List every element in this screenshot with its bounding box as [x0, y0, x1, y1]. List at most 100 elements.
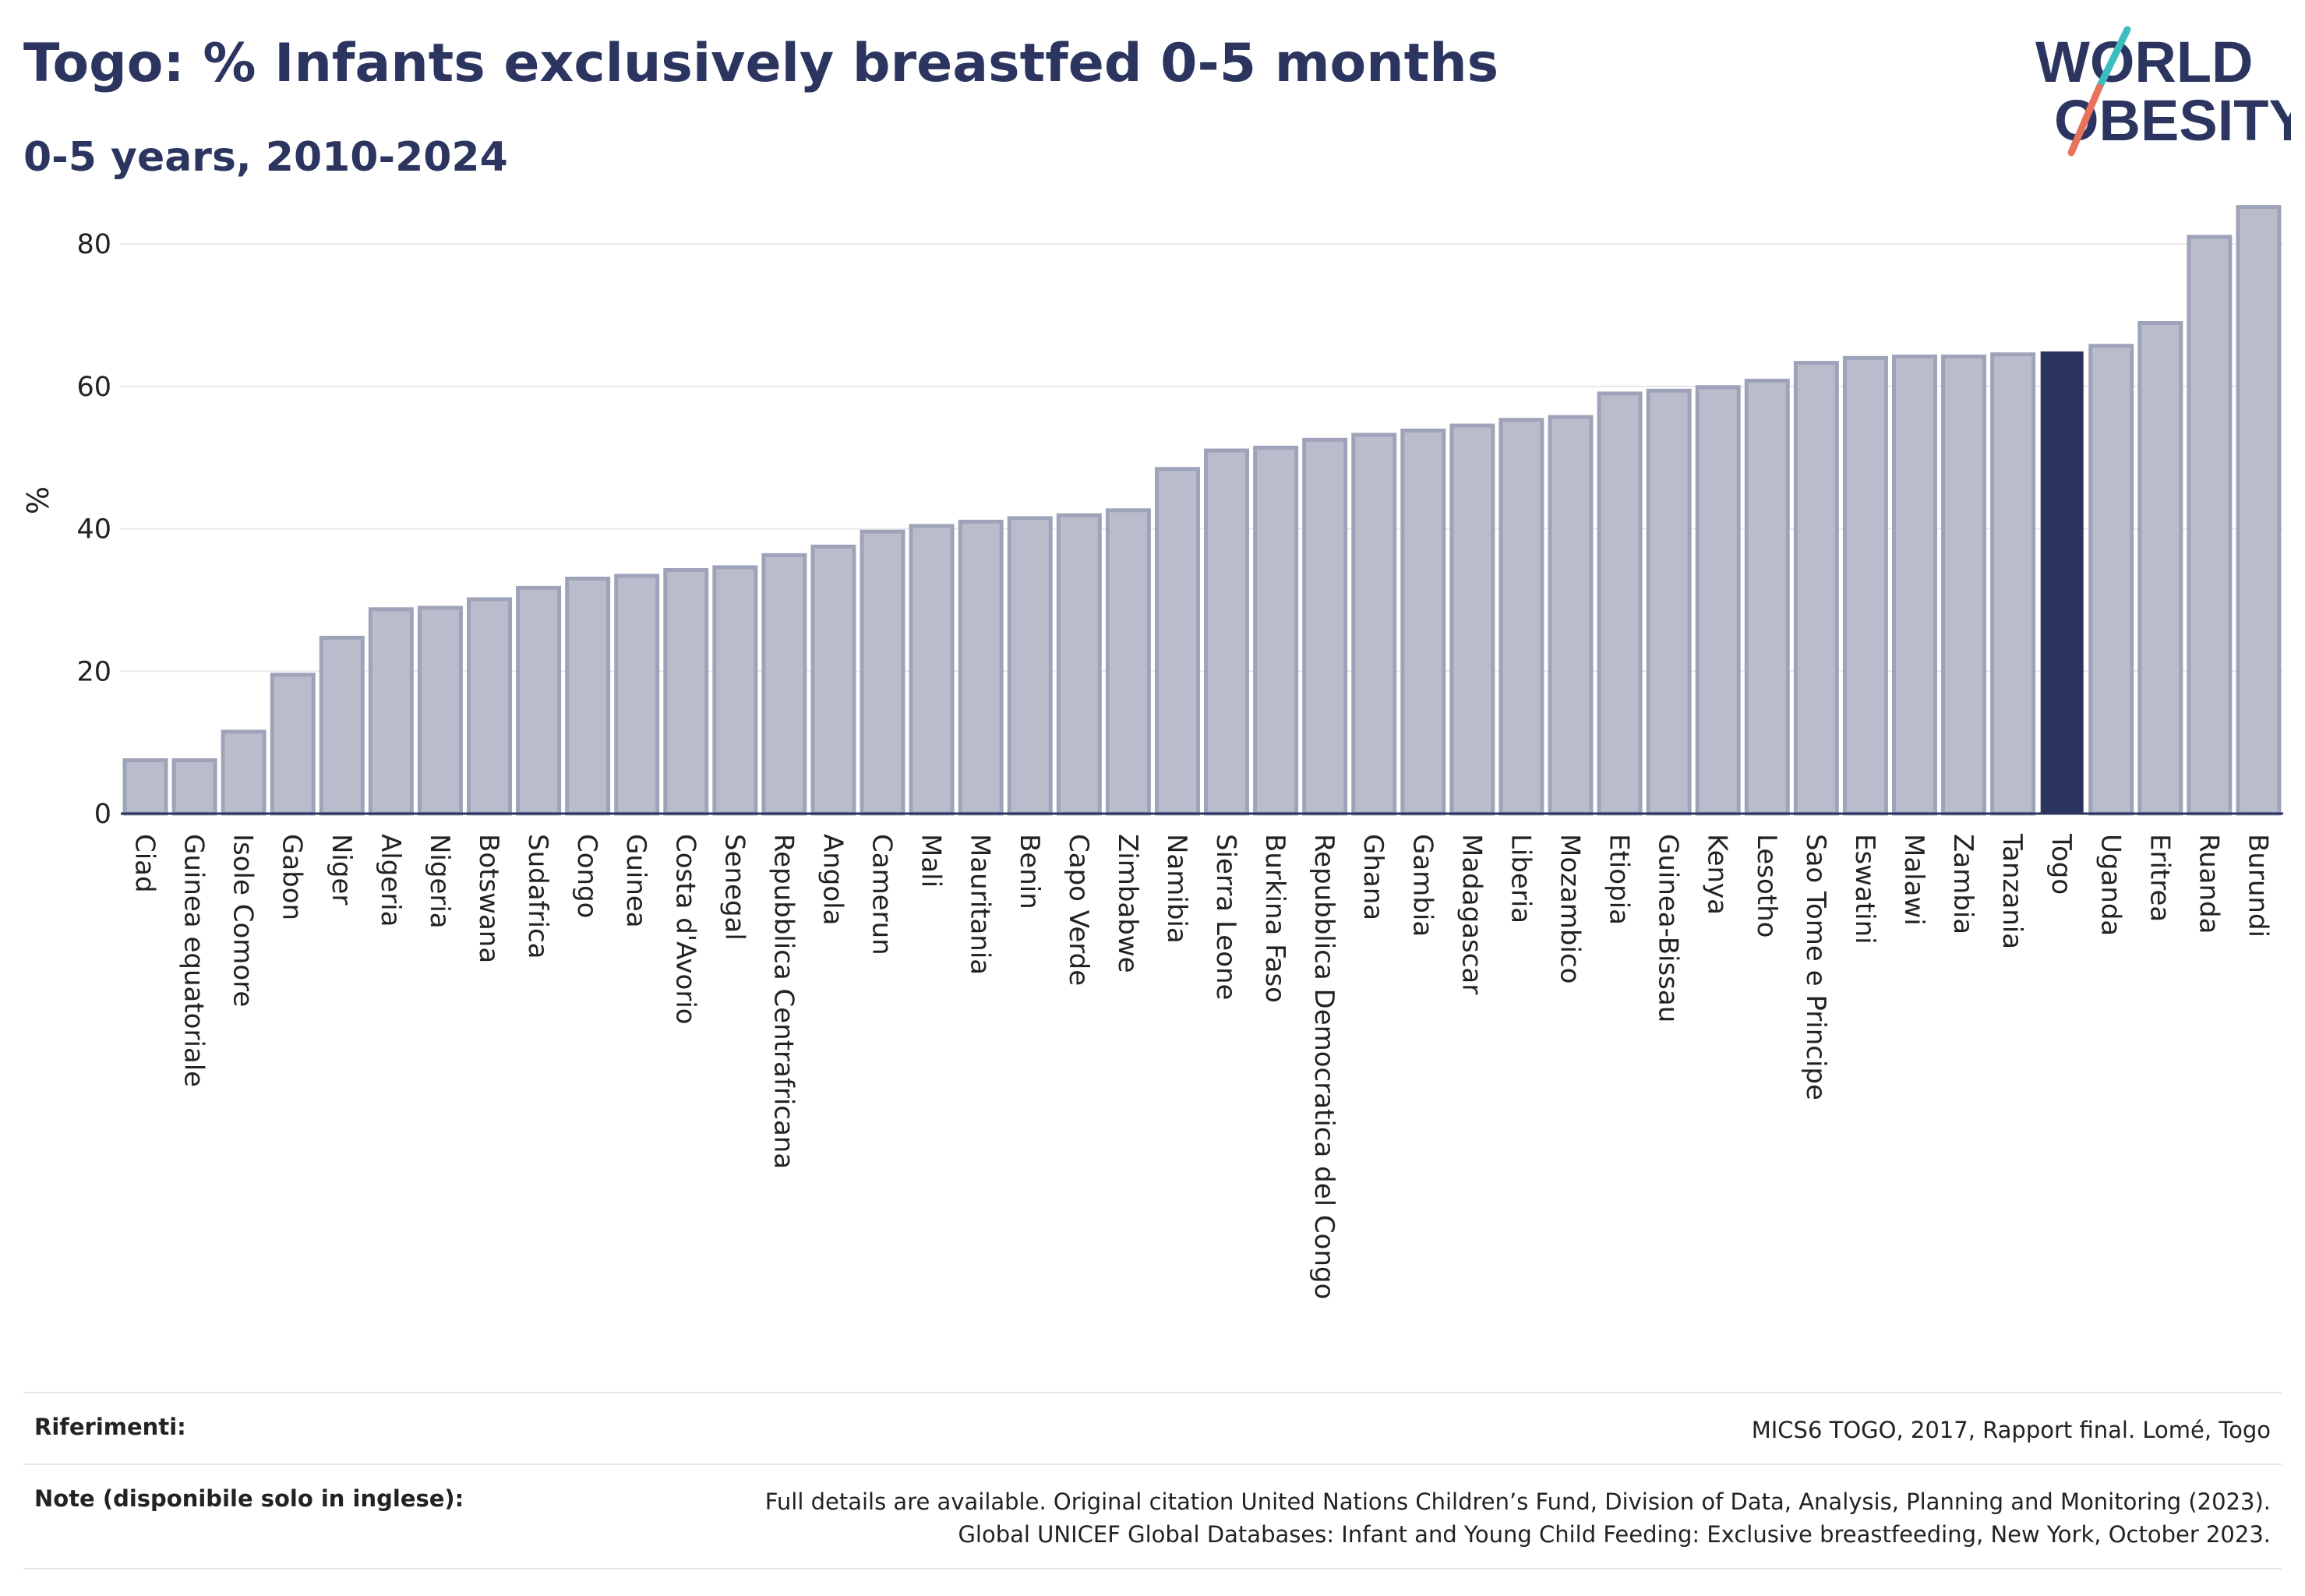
bar-guinea-equatoriale [171, 757, 217, 816]
bar-guinea-bissau [1646, 388, 1692, 816]
bar-madagascar [1449, 423, 1495, 816]
chart-title: Togo: % Infants exclusively breastfed 0-… [23, 33, 1499, 94]
bar-malawi [1892, 354, 1937, 816]
y-tick-label: 20 [76, 656, 111, 687]
y-tick-label: 80 [76, 229, 111, 260]
x-tick-label: Camerun [867, 834, 898, 955]
bar-sudafrica [516, 585, 562, 816]
x-tick-label: Kenya [1702, 834, 1733, 915]
bar-repubblica-democratica-del-congo [1302, 437, 1348, 816]
logo-slash-coral [2067, 83, 2103, 157]
world-obesity-logo: WORLD OBESITY [2035, 26, 2291, 157]
bar-burkina-faso [1253, 445, 1299, 816]
x-tick-label: Lesotho [1751, 834, 1782, 937]
bar-eswatini [1842, 355, 1888, 816]
notes-line-1: Full details are available. Original cit… [764, 1488, 2271, 1516]
bar-burundi [2236, 205, 2282, 816]
bar-eritrea [2137, 321, 2183, 816]
x-tick-label: Guinea-Bissau [1653, 834, 1684, 1022]
x-tick-label: Ghana [1357, 834, 1389, 920]
x-tick-label: Algeria [375, 834, 406, 927]
references-label: Riferimenti: [34, 1414, 186, 1440]
x-tick-label: Tanzania [1996, 833, 2028, 949]
x-tick-label: Angola [817, 834, 848, 925]
x-tick-label: Zambia [1947, 834, 1978, 934]
notes-text: Full details are available. Original cit… [765, 1485, 2271, 1551]
y-tick-label: 40 [76, 514, 111, 546]
bar-ghana [1351, 433, 1397, 816]
x-tick-label: Burundi [2242, 834, 2273, 937]
logo-slash-teal [2095, 26, 2131, 91]
x-tick-label: Senegal [718, 834, 750, 941]
x-tick-label: Repubblica Centrafricana [768, 834, 799, 1169]
x-tick-label: Guinea equatoriale [178, 834, 210, 1087]
x-tick-label: Guinea [620, 834, 651, 928]
bar-togo [2040, 351, 2084, 814]
x-tick-label: Capo Verde [1063, 834, 1094, 986]
bar-mozambico [1548, 415, 1594, 816]
bar-sao-tome-e-principe [1793, 361, 1839, 816]
notes-label: Note (disponibile solo in inglese): [34, 1485, 464, 1513]
x-tick-label: Madagascar [1456, 834, 1487, 994]
bar-namibia [1154, 467, 1200, 816]
x-tick-label: Eswatini [1849, 834, 1880, 945]
x-tick-label: Eritrea [2144, 834, 2175, 922]
bar-uganda [2088, 344, 2134, 816]
x-tick-label: Sao Tome e Principe [1800, 834, 1831, 1100]
x-tick-label: Gambia [1407, 834, 1438, 937]
bar-zimbabwe [1105, 508, 1151, 816]
footer-notes-row: Note (disponibile solo in inglese): Full… [23, 1464, 2282, 1570]
bar-mali [909, 524, 955, 816]
y-tick-label: 0 [94, 799, 111, 830]
x-tick-label: Uganda [2095, 834, 2126, 936]
x-tick-label: Mali [916, 834, 947, 888]
bar-costa-d-avorio [663, 568, 709, 816]
bar-gabon [270, 673, 316, 816]
bar-liberia [1498, 418, 1544, 816]
chart-subtitle: 0-5 years, 2010-2024 [23, 134, 508, 181]
bar-camerun [860, 529, 905, 816]
bar-tanzania [1990, 352, 2036, 816]
bar-botswana [467, 597, 512, 816]
bar-lesotho [1744, 379, 1790, 816]
bar-chart: 0 20 40 60 80% Ciad Guinea equatoriale Isole Co… [21, 205, 2283, 1299]
references-text-line: MICS6 TOGO, 2017, Rapport final. Lomé, T… [1751, 1417, 2271, 1443]
x-tick-label: Sierra Leone [1210, 834, 1241, 1000]
bar-etiopia [1597, 391, 1643, 816]
x-tick-label: Ciad [129, 834, 161, 893]
x-tick-label: Repubblica Democratica del Congo [1308, 834, 1340, 1299]
bar-mauritania [958, 519, 1004, 816]
bar-algeria [368, 607, 414, 816]
footer-references-row: Riferimenti: MICS6 TOGO, 2017, Rapport f… [23, 1392, 2282, 1464]
bars [122, 205, 2282, 816]
tick-labels: 0 20 40 60 80% Ciad Guinea equatoriale Isole Co… [21, 229, 2273, 1299]
x-tick-label: Costa d'Avorio [669, 834, 701, 1025]
notes-line-2: Global UNICEF Global Databases: Infant a… [958, 1521, 2271, 1548]
x-tick-label: Sudafrica [522, 834, 553, 959]
x-tick-label: Liberia [1505, 834, 1536, 923]
bar-kenya [1695, 385, 1741, 816]
x-tick-label: Nigeria [424, 834, 455, 929]
x-tick-label: Niger [326, 834, 357, 905]
bar-zambia [1941, 354, 1987, 816]
bar-congo [565, 577, 611, 816]
bar-angola [810, 544, 856, 816]
x-tick-label: Gabon [277, 834, 308, 920]
x-tick-label: Botswana [473, 834, 504, 963]
bar-guinea [614, 574, 660, 816]
x-tick-label: Burkina Faso [1259, 834, 1290, 1003]
x-tick-label: Ruanda [2193, 834, 2224, 934]
x-tick-label: Zimbabwe [1112, 834, 1143, 973]
bar-nigeria [417, 606, 463, 816]
y-axis-label: % [21, 486, 55, 514]
x-tick-label: Etiopia [1604, 834, 1635, 925]
y-tick-label: 60 [76, 372, 111, 403]
bar-senegal [712, 565, 758, 816]
x-tick-label: Mauritania [965, 834, 996, 975]
bar-ruanda [2187, 235, 2233, 816]
bar-benin [1007, 516, 1053, 816]
bar-capo-verde [1056, 513, 1102, 816]
logo-text-world: WORLD [2035, 30, 2254, 94]
bar-sierra-leone [1204, 448, 1250, 816]
x-tick-label: Namibia [1161, 834, 1192, 944]
